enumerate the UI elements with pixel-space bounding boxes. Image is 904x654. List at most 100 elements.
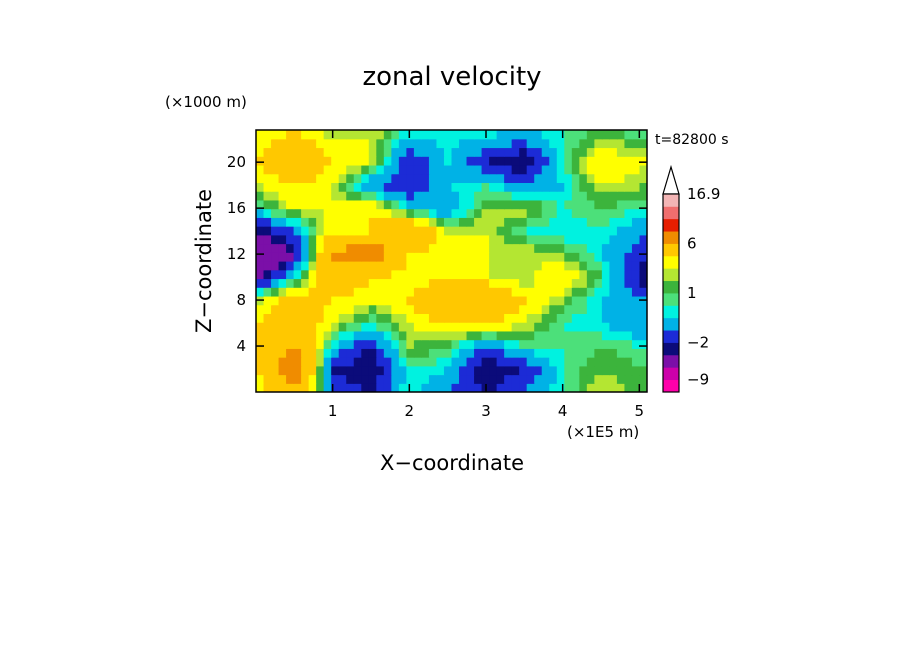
colorbar-segment xyxy=(663,231,679,244)
heatmap-cell xyxy=(308,147,317,157)
heatmap-cell xyxy=(609,226,618,236)
heatmap-cell xyxy=(436,173,445,183)
heatmap-cell xyxy=(391,130,400,140)
heatmap-cell xyxy=(496,287,505,297)
heatmap-cell xyxy=(308,226,317,236)
heatmap-cell xyxy=(353,182,362,192)
heatmap-cell xyxy=(564,147,573,157)
heatmap-cell xyxy=(436,287,445,297)
heatmap-cell xyxy=(526,374,535,384)
heatmap-cell xyxy=(301,217,310,227)
heatmap-cell xyxy=(579,357,588,367)
heatmap-cell xyxy=(421,295,430,306)
heatmap-cell xyxy=(361,357,370,367)
heatmap-cell xyxy=(564,182,573,192)
heatmap-cell xyxy=(459,365,468,376)
heatmap-cell xyxy=(443,226,453,236)
heatmap-cell xyxy=(541,252,550,262)
heatmap-cell xyxy=(601,147,610,157)
heatmap-cell xyxy=(519,365,528,376)
heatmap-cell xyxy=(271,173,280,183)
heatmap-cell xyxy=(639,208,647,218)
heatmap-cell xyxy=(406,234,415,245)
heatmap-cell xyxy=(504,164,513,175)
heatmap-cell xyxy=(346,164,355,175)
heatmap-cell xyxy=(286,357,295,367)
heatmap-cell xyxy=(286,226,295,236)
heatmap-cell xyxy=(428,269,438,280)
heatmap-cell xyxy=(383,164,392,175)
x-tick-label: 1 xyxy=(328,402,338,420)
heatmap-cell xyxy=(443,357,453,367)
heatmap-cell xyxy=(586,226,595,236)
heatmap-cell xyxy=(353,164,362,175)
heatmap-cell xyxy=(579,147,588,157)
heatmap-cell xyxy=(556,313,565,323)
heatmap-cell xyxy=(301,208,310,218)
heatmap-cell xyxy=(263,217,272,227)
heatmap-cell xyxy=(398,374,407,384)
heatmap-cell xyxy=(579,243,588,253)
plot-frame xyxy=(255,129,648,393)
heatmap-cell xyxy=(368,191,377,201)
heatmap-cell xyxy=(534,130,543,140)
heatmap-cell xyxy=(496,348,505,358)
heatmap-cell xyxy=(256,269,265,280)
heatmap-cell xyxy=(541,313,550,323)
heatmap-cell xyxy=(556,374,565,384)
heatmap-cell xyxy=(489,374,498,384)
heatmap-cell xyxy=(474,304,483,314)
heatmap-cell xyxy=(594,269,603,280)
heatmap-cell xyxy=(346,234,355,245)
heatmap-cell xyxy=(594,208,603,218)
heatmap-cell xyxy=(466,357,475,367)
heatmap-cell xyxy=(271,261,280,271)
heatmap-cell xyxy=(263,287,272,297)
heatmap-cell xyxy=(406,261,415,271)
heatmap-cell xyxy=(308,173,317,183)
heatmap-cell xyxy=(466,226,475,236)
heatmap-cell xyxy=(293,252,302,262)
heatmap-cell xyxy=(519,348,528,358)
heatmap-cell xyxy=(496,357,505,367)
heatmap-cell xyxy=(489,313,498,323)
heatmap-cell xyxy=(406,313,415,323)
heatmap-cell xyxy=(579,173,588,183)
heatmap-cell xyxy=(346,313,355,323)
heatmap-cell xyxy=(323,374,332,384)
heatmap-cell xyxy=(301,173,310,183)
heatmap-cell xyxy=(391,226,400,236)
heatmap-cell xyxy=(421,348,430,358)
heatmap-cell xyxy=(383,138,392,149)
heatmap-cell xyxy=(601,304,610,314)
heatmap-cell xyxy=(549,374,558,384)
heatmap-cell xyxy=(534,357,543,367)
heatmap-cell xyxy=(406,173,415,183)
heatmap-cell xyxy=(383,217,392,227)
heatmap-cell xyxy=(466,304,475,314)
heatmap-cell xyxy=(511,304,520,314)
heatmap-cell xyxy=(323,357,332,367)
heatmap-cell xyxy=(526,243,535,253)
heatmap-cell xyxy=(286,304,295,314)
heatmap-cell xyxy=(293,278,302,288)
heatmap-cell xyxy=(624,147,633,157)
heatmap-cell xyxy=(301,252,310,262)
heatmap-cell xyxy=(511,182,520,192)
heatmap-cell xyxy=(406,208,415,218)
heatmap-cell xyxy=(376,243,385,253)
heatmap-cell xyxy=(263,130,272,140)
heatmap-cell xyxy=(616,191,626,201)
heatmap-cell xyxy=(301,234,310,245)
heatmap-cell xyxy=(301,365,310,376)
heatmap-cell xyxy=(451,138,460,149)
heatmap-cell xyxy=(541,339,550,349)
heatmap-cell xyxy=(331,147,340,157)
heatmap-cell xyxy=(534,330,543,341)
heatmap-cell xyxy=(519,287,528,297)
heatmap-cell xyxy=(316,147,325,157)
heatmap-cell xyxy=(481,226,490,236)
heatmap-cell xyxy=(519,156,528,166)
heatmap-cell xyxy=(594,278,603,288)
